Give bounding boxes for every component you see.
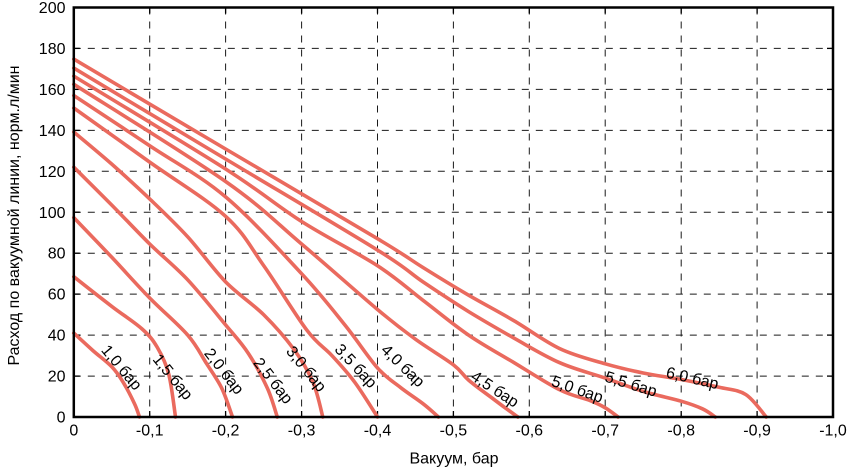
svg-text:180: 180 xyxy=(39,41,66,58)
svg-text:100: 100 xyxy=(39,205,66,222)
svg-text:80: 80 xyxy=(48,246,66,263)
svg-text:-0,8: -0,8 xyxy=(667,423,695,440)
svg-text:Вакуум, бар: Вакуум, бар xyxy=(409,451,498,468)
svg-text:-0,5: -0,5 xyxy=(440,423,468,440)
svg-text:-0,9: -0,9 xyxy=(743,423,771,440)
svg-text:-0,4: -0,4 xyxy=(364,423,392,440)
svg-text:120: 120 xyxy=(39,164,66,181)
svg-text:200: 200 xyxy=(39,0,66,17)
svg-text:Расход по вакуумной линии, нор: Расход по вакуумной линии, норм.л/мин xyxy=(6,65,23,365)
svg-text:-0,2: -0,2 xyxy=(212,423,240,440)
svg-text:-0,7: -0,7 xyxy=(591,423,619,440)
svg-text:160: 160 xyxy=(39,82,66,99)
svg-text:-0,1: -0,1 xyxy=(136,423,164,440)
svg-text:40: 40 xyxy=(48,328,66,345)
svg-text:20: 20 xyxy=(48,369,66,386)
svg-text:0: 0 xyxy=(69,423,78,440)
svg-text:-1,0: -1,0 xyxy=(819,423,847,440)
svg-text:0: 0 xyxy=(57,410,66,427)
svg-text:60: 60 xyxy=(48,287,66,304)
svg-text:-0,3: -0,3 xyxy=(288,423,316,440)
svg-text:140: 140 xyxy=(39,123,66,140)
svg-text:-0,6: -0,6 xyxy=(516,423,544,440)
